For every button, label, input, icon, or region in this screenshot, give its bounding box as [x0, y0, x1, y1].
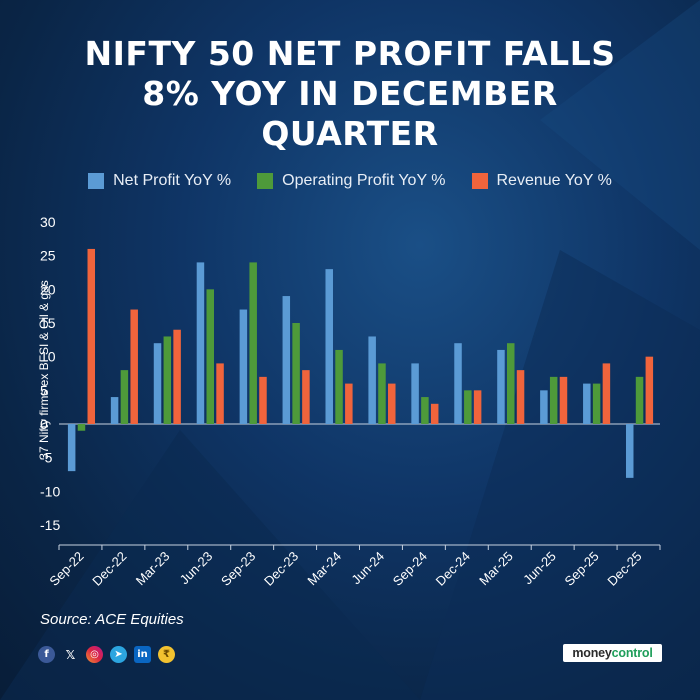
- bar-revenue-jun-25: [559, 376, 568, 424]
- bar-revenue-mar-25: [516, 370, 525, 424]
- legend-item-operating-profit: Operating Profit YoY %: [257, 172, 446, 190]
- y-tick-label: 30: [40, 214, 56, 230]
- x-tick-label: Sep-25: [561, 549, 601, 589]
- bar-revenue-sep-25: [602, 363, 611, 424]
- title-line-3: QUARTER: [261, 114, 439, 153]
- bar-net-profit-dec-24: [454, 343, 462, 424]
- bar-revenue-dec-24: [473, 390, 482, 424]
- moneycontrol-coin-icon[interactable]: ₹: [158, 646, 175, 663]
- linkedin-icon[interactable]: in: [134, 646, 151, 663]
- telegram-icon[interactable]: ➤: [110, 646, 127, 663]
- x-tick-label: Dec-24: [433, 549, 473, 589]
- bar-operating-profit-sep-22: [77, 424, 86, 431]
- bar-operating-profit-sep-23: [249, 262, 257, 424]
- x-tick-label: Mar-23: [133, 549, 173, 589]
- y-tick-label: 15: [40, 315, 56, 331]
- moneycontrol-logo[interactable]: money control: [563, 644, 662, 662]
- facebook-icon[interactable]: f: [38, 646, 55, 663]
- bar-operating-profit-jun-24: [378, 363, 386, 424]
- instagram-icon[interactable]: ◎: [86, 646, 103, 663]
- legend: Net Profit YoY % Operating Profit YoY % …: [0, 172, 700, 190]
- y-axis-title: 37 Nifty firms ex BFSI & Oil & gas: [37, 280, 51, 459]
- legend-label-revenue: Revenue YoY %: [496, 172, 612, 189]
- x-tick-label: Dec-23: [261, 549, 301, 589]
- x-tick-label: Jun-25: [520, 549, 559, 588]
- legend-label-net-profit: Net Profit YoY %: [113, 172, 232, 189]
- bar-net-profit-dec-23: [282, 296, 291, 424]
- bar-operating-profit-mar-24: [335, 349, 343, 424]
- bar-operating-profit-mar-25: [507, 343, 515, 424]
- bar-revenue-dec-23: [302, 370, 310, 424]
- bar-operating-profit-sep-25: [592, 383, 601, 424]
- title-line-1: NIFTY 50 NET PROFIT FALLS: [84, 34, 616, 73]
- legend-swatch-net-profit: [88, 173, 105, 189]
- bar-chart: 30 25 20 15 10 5 0 -5 -10 -15 37 Nifty firms ex BF…: [37, 214, 661, 589]
- logo-part-money: money: [572, 646, 612, 660]
- x-tick-label: Dec-22: [89, 549, 129, 589]
- x-icon[interactable]: 𝕏: [65, 647, 76, 662]
- x-tick-label: Sep-22: [46, 549, 86, 589]
- bar-operating-profit-dec-22: [120, 370, 129, 424]
- bar-operating-profit-jun-23: [206, 289, 214, 424]
- bar-operating-profit-jun-25: [549, 376, 558, 424]
- bar-revenue-sep-24: [430, 403, 439, 424]
- bar-revenue-jun-24: [388, 383, 396, 424]
- bar-net-profit-jun-23: [196, 262, 205, 424]
- legend-label-operating-profit: Operating Profit YoY %: [282, 172, 446, 189]
- legend-swatch-operating-profit: [257, 173, 274, 189]
- bar-net-profit-dec-22: [110, 397, 119, 424]
- social-icons: f 𝕏 ◎ ➤ in ₹: [38, 646, 175, 663]
- y-tick-label: -5: [40, 450, 53, 466]
- y-tick-label: 0: [40, 416, 48, 432]
- legend-item-revenue: Revenue YoY %: [471, 172, 612, 190]
- source-note: Source: ACE Equities: [40, 611, 184, 628]
- bar-net-profit-jun-25: [540, 390, 548, 424]
- x-tick-label: Jun-23: [177, 549, 216, 588]
- bar-net-profit-jun-24: [368, 336, 376, 424]
- bar-revenue-dec-22: [130, 309, 138, 424]
- x-tick-label: Dec-25: [604, 549, 644, 589]
- legend-item-net-profit: Net Profit YoY %: [88, 172, 231, 190]
- x-tick-label: Jun-24: [348, 549, 387, 588]
- y-tick-label: 20: [40, 281, 56, 297]
- bar-operating-profit-dec-25: [635, 376, 644, 424]
- y-tick-label: -10: [40, 483, 60, 499]
- bar-revenue-sep-22: [87, 248, 96, 424]
- bar-revenue-dec-25: [645, 356, 654, 424]
- y-tick-label: 5: [40, 382, 48, 398]
- x-tick-label: Sep-24: [390, 549, 430, 589]
- y-tick-label: -15: [40, 517, 60, 533]
- x-tick-label: Mar-25: [476, 549, 516, 589]
- legend-swatch-revenue: [471, 173, 488, 189]
- chart-title: NIFTY 50 NET PROFIT FALLS 8% YOY IN DECE…: [0, 34, 700, 154]
- y-tick-label: 10: [40, 349, 56, 365]
- bar-operating-profit-dec-24: [464, 390, 472, 424]
- x-tick-label: Mar-24: [304, 549, 344, 589]
- y-tick-label: 25: [40, 248, 56, 264]
- bar-revenue-mar-24: [345, 383, 353, 424]
- bar-revenue-mar-23: [173, 329, 181, 424]
- bar-operating-profit-dec-23: [292, 323, 300, 424]
- bar-revenue-jun-23: [216, 363, 224, 424]
- bar-net-profit-mar-24: [325, 269, 333, 424]
- bar-operating-profit-sep-24: [421, 397, 429, 424]
- bar-net-profit-dec-25: [625, 424, 634, 478]
- x-tick-label: Sep-23: [218, 549, 258, 589]
- bar-revenue-sep-23: [259, 376, 267, 424]
- bar-net-profit-sep-22: [67, 424, 76, 472]
- bar-operating-profit-mar-23: [163, 336, 172, 424]
- bar-net-profit-mar-23: [153, 343, 162, 424]
- title-line-2: 8% YOY IN DECEMBER: [142, 74, 558, 113]
- bar-net-profit-sep-24: [411, 363, 419, 424]
- logo-part-control: control: [611, 646, 653, 660]
- bar-net-profit-sep-25: [583, 383, 591, 424]
- bar-net-profit-mar-25: [497, 349, 505, 424]
- bar-net-profit-sep-23: [239, 309, 248, 424]
